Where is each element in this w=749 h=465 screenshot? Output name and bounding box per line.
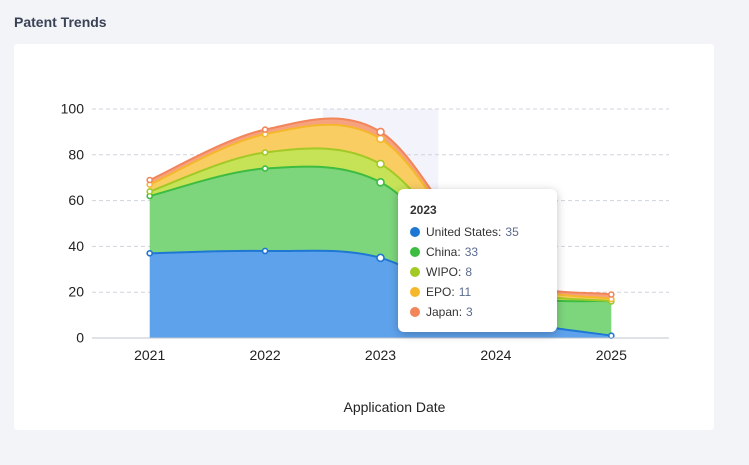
tooltip-row: China: 33 bbox=[410, 242, 557, 262]
tooltip-row-value: 3 bbox=[466, 305, 473, 319]
series-dot-icon bbox=[410, 307, 420, 317]
tooltip-title: 2023 bbox=[410, 202, 557, 218]
tooltip-row-value: 8 bbox=[465, 265, 472, 279]
tooltip-row-label: China bbox=[426, 245, 457, 259]
data-point[interactable] bbox=[609, 333, 614, 338]
series-dot-icon bbox=[410, 247, 420, 257]
data-point[interactable] bbox=[377, 179, 384, 186]
x-tick-label: 2021 bbox=[134, 347, 165, 363]
data-point[interactable] bbox=[263, 248, 268, 253]
x-tick-label: 2023 bbox=[365, 347, 396, 363]
data-point[interactable] bbox=[147, 251, 152, 256]
chart-card: 0 20 40 60 80 100 2021 2022 2023 2024 2025 Applicat… bbox=[14, 44, 714, 430]
series-dot-icon bbox=[410, 287, 420, 297]
series-dot-icon bbox=[410, 267, 420, 277]
data-point[interactable] bbox=[377, 160, 384, 167]
x-tick-label: 2025 bbox=[596, 347, 627, 363]
data-point[interactable] bbox=[263, 166, 268, 171]
y-tick-label: 100 bbox=[61, 101, 85, 117]
data-point[interactable] bbox=[377, 135, 384, 142]
x-tick-label: 2024 bbox=[480, 347, 511, 363]
y-tick-label: 0 bbox=[76, 330, 84, 346]
tooltip-row: WIPO: 8 bbox=[410, 262, 557, 282]
data-point[interactable] bbox=[377, 128, 384, 135]
y-tick-label: 20 bbox=[68, 284, 84, 300]
stacked-area-chart[interactable]: 0 20 40 60 80 100 2021 2022 2023 2024 2025 Applicat… bbox=[14, 44, 714, 430]
y-tick-label: 60 bbox=[68, 192, 84, 208]
y-tick-label: 80 bbox=[68, 146, 84, 162]
data-point[interactable] bbox=[147, 177, 152, 182]
tooltip-row-label: EPO bbox=[426, 285, 451, 299]
tooltip-row-value: 33 bbox=[465, 245, 478, 259]
x-tick-label: 2022 bbox=[250, 347, 281, 363]
tooltip-row: EPO: 11 bbox=[410, 282, 557, 302]
x-axis-title: Application Date bbox=[344, 399, 446, 415]
data-point[interactable] bbox=[263, 150, 268, 155]
tooltip-row-label: Japan bbox=[426, 305, 459, 319]
tooltip-row-value: 35 bbox=[505, 225, 518, 239]
tooltip-row: Japan: 3 bbox=[410, 302, 557, 322]
chart-tooltip: 2023 United States: 35 China: 33 WIPO: 8… bbox=[398, 189, 557, 332]
tooltip-row-label: United States bbox=[426, 225, 498, 239]
page-title: Patent Trends bbox=[14, 14, 107, 30]
tooltip-row-value: 11 bbox=[459, 285, 471, 299]
data-point[interactable] bbox=[377, 254, 384, 261]
series-dot-icon bbox=[410, 227, 420, 237]
tooltip-row-label: WIPO bbox=[426, 265, 458, 279]
data-point[interactable] bbox=[609, 292, 614, 297]
y-tick-label: 40 bbox=[68, 238, 84, 254]
data-point[interactable] bbox=[263, 127, 268, 132]
tooltip-row: United States: 35 bbox=[410, 222, 557, 242]
data-point[interactable] bbox=[147, 189, 152, 194]
